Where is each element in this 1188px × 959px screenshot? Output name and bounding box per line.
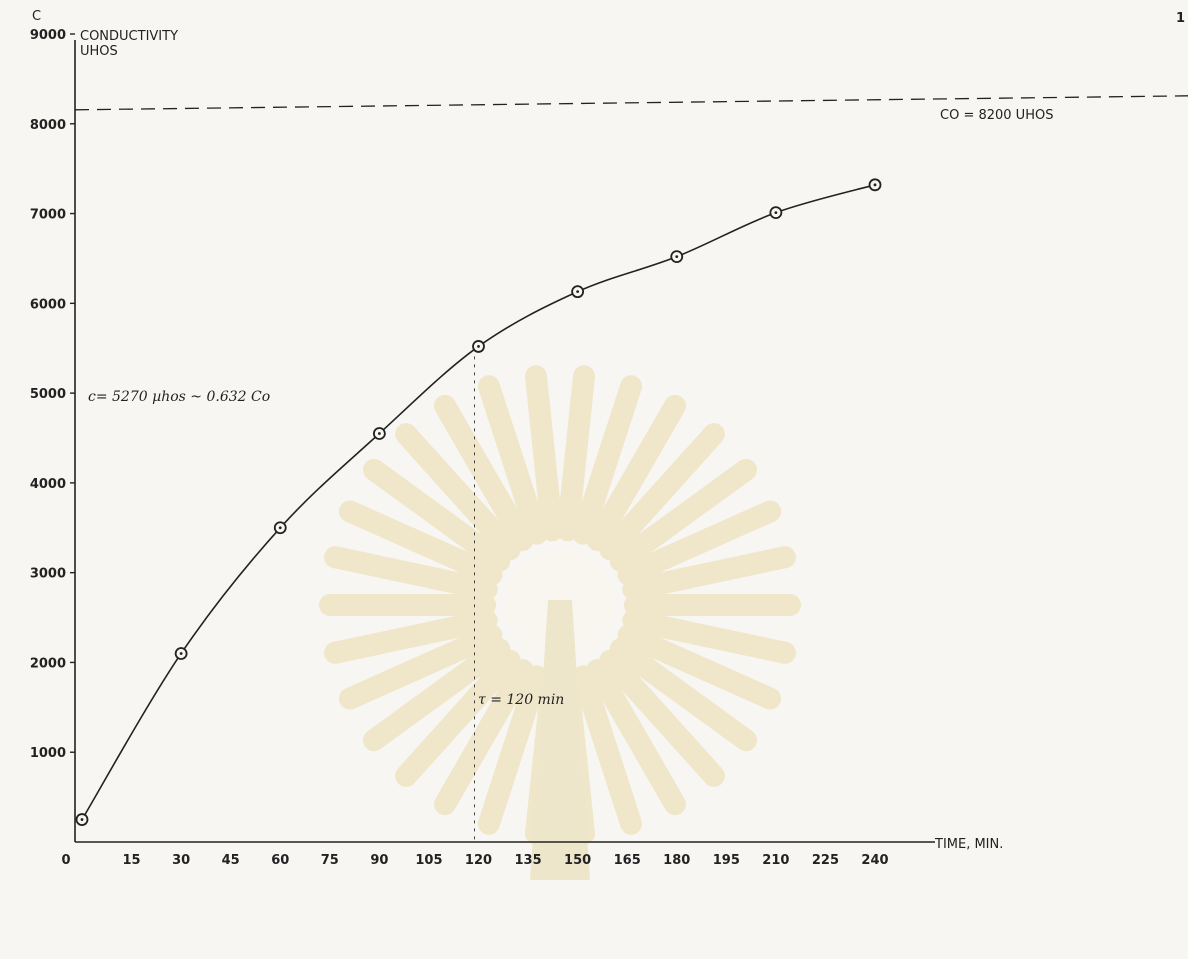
data-point: [174, 647, 188, 660]
y-tick-label: 8000: [30, 118, 66, 133]
data-point: [372, 427, 386, 440]
y-axis-label-line2: UHOS: [80, 44, 118, 59]
y-tick-label: 6000: [30, 297, 66, 312]
y-tick-label: 5000: [30, 387, 66, 402]
x-tick-label: 120: [465, 853, 492, 868]
series-curve: [81, 184, 876, 820]
x-tick-label: 105: [415, 853, 442, 868]
y-tick-label: 4000: [30, 477, 66, 492]
data-point: [868, 178, 882, 192]
y-symbol-label: C: [32, 9, 41, 24]
x-tick-label: 180: [663, 853, 690, 868]
x-tick-label: 90: [370, 853, 388, 868]
co-reference-line: [74, 95, 1188, 111]
tau-annotation: τ = 120 min: [478, 692, 564, 708]
y-axis-label-line1: CONDUCTIVITY: [80, 29, 178, 44]
x-tick-label: 210: [762, 853, 789, 868]
x-tick-label: 195: [713, 853, 740, 868]
x-tick-label: 240: [861, 853, 888, 868]
x-tick-label: 0: [61, 853, 70, 868]
x-tick-label: 150: [564, 853, 591, 868]
x-tick-label: 135: [514, 853, 541, 868]
x-tick-label: 60: [271, 853, 289, 868]
y-tick-label: 9000: [30, 28, 66, 43]
y-tick-label: 7000: [30, 208, 66, 223]
x-tick-label: 15: [123, 853, 141, 868]
x-tick-label: 225: [812, 853, 839, 868]
data-point: [571, 285, 585, 299]
x-tick-label: 75: [321, 853, 339, 868]
x-tick-label: 165: [614, 853, 641, 868]
page-number: 1: [1176, 11, 1185, 26]
x-tick-label: 45: [222, 853, 240, 868]
c-value-annotation: c= 5270 µhos ~ 0.632 Co: [88, 389, 270, 405]
data-point: [273, 521, 287, 535]
y-tick-label: 3000: [30, 567, 66, 582]
y-tick-label: 1000: [30, 746, 66, 761]
seal-watermark: [319, 365, 801, 880]
data-point: [75, 813, 89, 826]
x-axis-label: TIME, MIN.: [934, 837, 1003, 852]
data-point: [670, 250, 684, 264]
data-point: [769, 206, 783, 220]
data-point: [472, 340, 485, 353]
y-tick-label: 2000: [30, 656, 66, 671]
x-tick-label: 30: [172, 853, 190, 868]
co-reference-label: CO = 8200 UHOS: [940, 108, 1053, 123]
